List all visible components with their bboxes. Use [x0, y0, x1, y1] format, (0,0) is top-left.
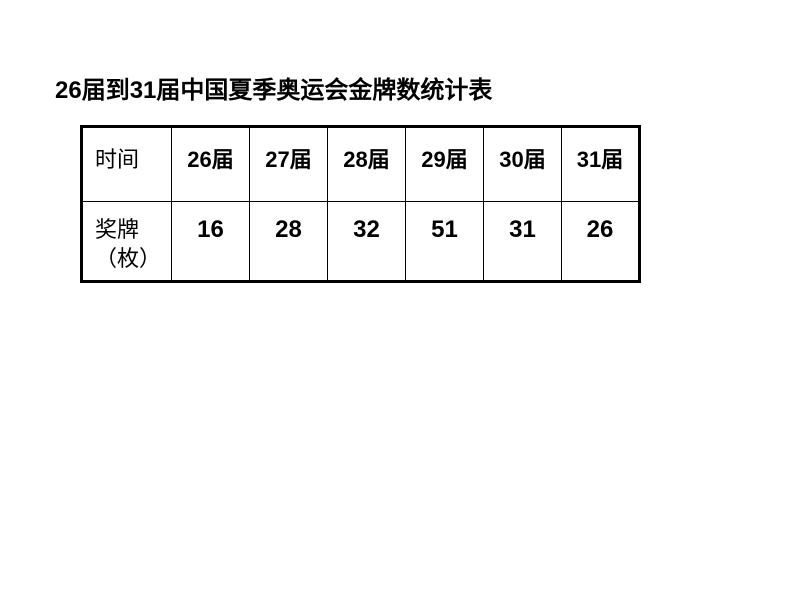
value-cell-4: 31 [484, 202, 562, 282]
value-cell-1: 28 [250, 202, 328, 282]
session-cell-2: 28届 [328, 127, 406, 202]
session-cell-0: 26届 [172, 127, 250, 202]
value-cell-3: 51 [406, 202, 484, 282]
table-header-row: 时间 26届 27届 28届 29届 30届 31届 [82, 127, 640, 202]
page-title: 26届到31届中国夏季奥运会金牌数统计表 [55, 70, 492, 105]
session-cell-3: 29届 [406, 127, 484, 202]
medals-table-container: 时间 26届 27届 28届 29届 30届 31届 奖牌（枚） 16 28 3… [80, 125, 641, 283]
value-cell-0: 16 [172, 202, 250, 282]
value-cell-5: 26 [562, 202, 640, 282]
session-cell-5: 31届 [562, 127, 640, 202]
session-cell-1: 27届 [250, 127, 328, 202]
medals-label-cell: 奖牌（枚） [82, 202, 172, 282]
table-data-row: 奖牌（枚） 16 28 32 51 31 26 [82, 202, 640, 282]
time-label-cell: 时间 [82, 127, 172, 202]
value-cell-2: 32 [328, 202, 406, 282]
session-cell-4: 30届 [484, 127, 562, 202]
medals-table: 时间 26届 27届 28届 29届 30届 31届 奖牌（枚） 16 28 3… [80, 125, 641, 283]
